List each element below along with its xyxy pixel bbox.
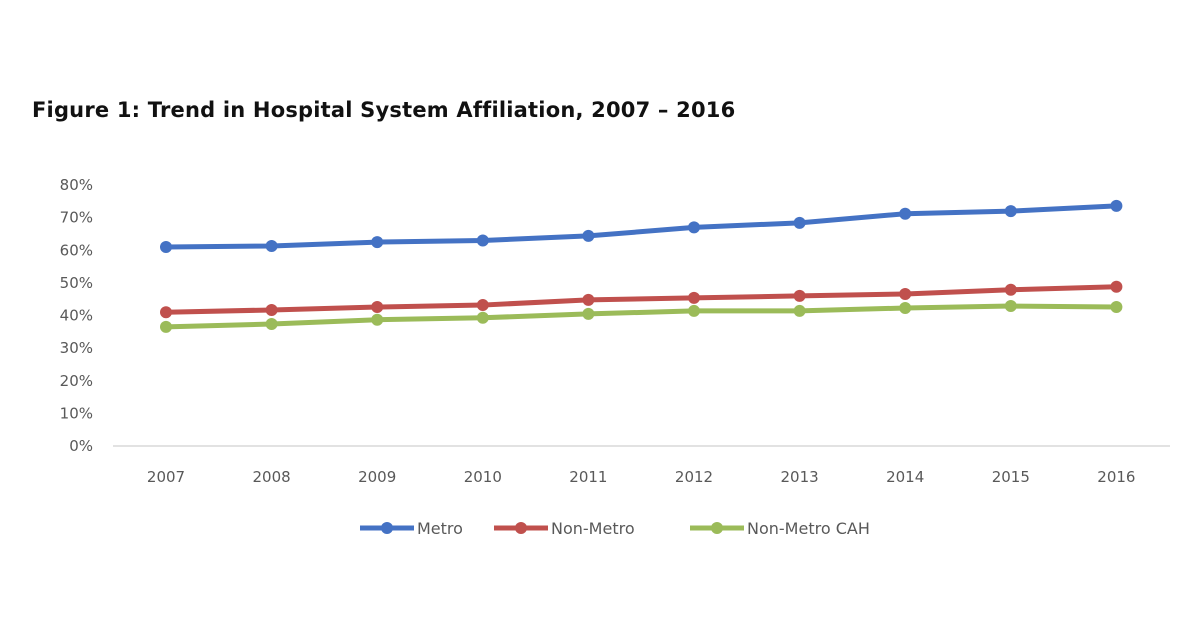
data-point [265,303,278,316]
data-point [1110,280,1123,293]
data-point [688,291,700,304]
legend-item: Metro [360,519,463,538]
x-tick-label: 2010 [464,468,502,486]
data-point [160,320,172,333]
data-point [371,313,384,326]
data-point [476,299,489,312]
data-point [1004,300,1017,313]
data-point [899,287,912,300]
x-tick-label: 2009 [358,468,396,486]
series-line [165,303,1117,330]
x-tick-label: 2008 [253,468,291,486]
y-tick-label: 60% [60,241,93,259]
series-metro [160,199,1123,253]
chart-title: Figure 1: Trend in Hospital System Affil… [32,98,736,122]
data-point [793,289,806,302]
legend-item: Non-Metro CAH [690,519,870,538]
y-tick-label: 0% [69,437,93,455]
data-point [793,216,806,229]
legend-item: Non-Metro [494,519,635,538]
data-point [1004,283,1017,296]
data-point [160,306,172,319]
legend-marker [711,522,723,534]
x-tick-label: 2013 [781,468,819,486]
legend-label: Non-Metro CAH [747,519,870,538]
data-point [1004,205,1017,218]
data-point [793,304,806,317]
data-point [899,301,912,314]
data-point [1110,301,1123,314]
series-line [165,203,1117,250]
data-point [582,307,595,320]
y-tick-label: 40% [60,307,93,325]
data-point [160,240,172,253]
data-point [899,207,912,220]
data-point [1110,199,1123,212]
legend-label: Non-Metro [551,519,635,538]
data-point [688,304,700,317]
y-tick-label: 10% [60,404,93,422]
y-tick-label: 80% [60,176,93,194]
data-point [476,311,489,324]
x-tick-label: 2011 [569,468,607,486]
x-tick-label: 2015 [992,468,1030,486]
x-tick-label: 2012 [675,468,713,486]
data-point [371,301,384,314]
data-point [476,234,489,247]
x-tick-label: 2016 [1097,468,1135,486]
data-point [582,229,595,242]
data-point [688,221,700,234]
data-point [582,293,595,306]
legend-label: Metro [417,519,463,538]
legend-marker [381,522,393,534]
x-tick-label: 2014 [886,468,924,486]
y-tick-label: 30% [60,339,93,357]
series-non-metro [160,280,1123,319]
legend-marker [515,522,527,534]
series-line [165,284,1117,315]
data-point [371,236,384,249]
data-point [265,317,278,330]
y-tick-label: 20% [60,372,93,390]
series-non-metro-cah [160,300,1123,333]
data-point [265,240,278,253]
y-tick-label: 50% [60,274,93,292]
x-tick-label: 2007 [147,468,185,486]
y-tick-label: 70% [60,209,93,227]
